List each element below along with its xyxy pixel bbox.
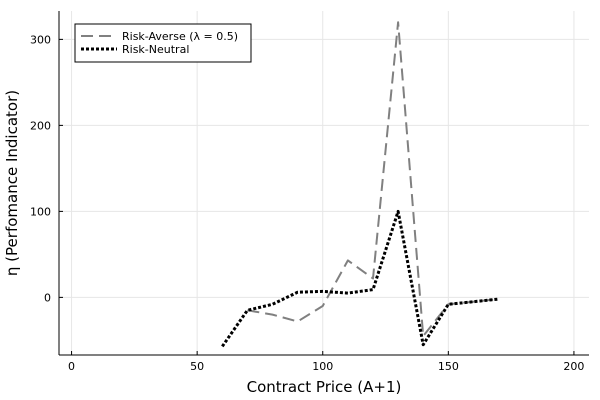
legend-label-risk-averse: Risk-Averse (λ = 0.5) <box>122 30 238 43</box>
legend-label-risk-neutral: Risk-Neutral <box>122 43 189 56</box>
y-tick-label: 300 <box>30 33 51 46</box>
x-tick-label: 50 <box>190 360 204 373</box>
y-tick-label: 100 <box>30 205 51 218</box>
x-tick-label: 150 <box>438 360 459 373</box>
axes: 0 50 100 150 200 0 100 200 300 <box>30 11 589 373</box>
legend-box <box>74 23 252 63</box>
series-risk-neutral-line <box>221 209 499 348</box>
grid <box>59 11 589 355</box>
legend: Risk-Averse (λ = 0.5) Risk-Neutral <box>74 23 252 63</box>
x-tick-label: 100 <box>312 360 333 373</box>
y-tick-label: 200 <box>30 119 51 132</box>
x-axis-title: Contract Price (A+1) <box>247 378 402 396</box>
x-tick-label: 200 <box>563 360 584 373</box>
series-lines <box>221 21 499 348</box>
y-axis-title: η (Perfomance Indicator) <box>3 90 21 276</box>
series-risk-averse-line <box>247 21 499 338</box>
x-tick-label: 0 <box>68 360 75 373</box>
y-tick-label: 0 <box>44 291 51 304</box>
